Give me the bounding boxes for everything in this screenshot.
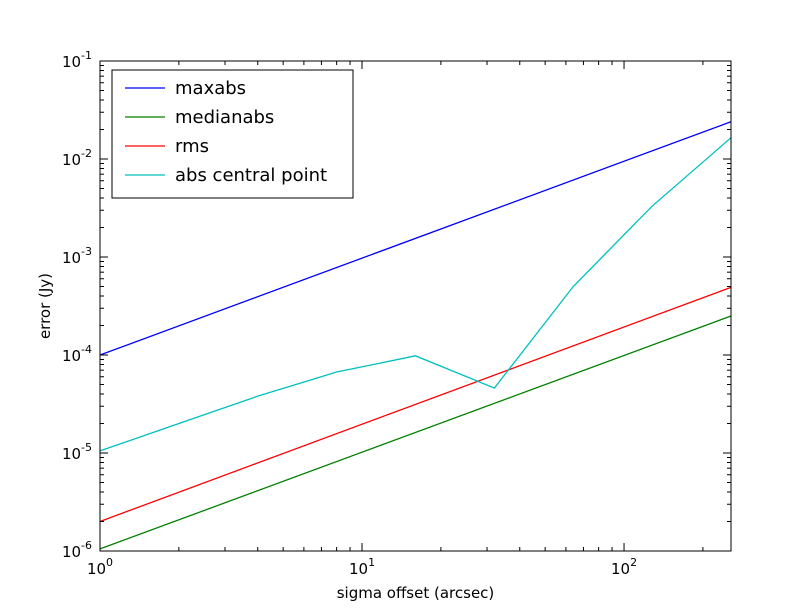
x-tick-label: 101 bbox=[349, 556, 375, 578]
y-tick-label-exponent: -1 bbox=[81, 49, 92, 62]
legend-label-maxabs: maxabs bbox=[175, 78, 246, 99]
x-tick-label-exponent: 2 bbox=[630, 556, 637, 569]
y-tick-label: 10-3 bbox=[62, 245, 92, 267]
plot-frame bbox=[99, 60, 732, 552]
series-line-rms bbox=[99, 286, 732, 523]
y-tick-label-exponent: -4 bbox=[81, 343, 92, 356]
y-tick-label: 10-4 bbox=[62, 343, 92, 365]
x-tick-label: 100 bbox=[87, 556, 113, 578]
legend-label-abs-central-point: abs central point bbox=[175, 165, 327, 186]
x-tick-label-base: 10 bbox=[349, 560, 368, 578]
y-tick-label-base: 10 bbox=[62, 543, 81, 561]
x-axis-label: sigma offset (arcsec) bbox=[337, 584, 495, 602]
y-tick-label-base: 10 bbox=[62, 347, 81, 365]
x-tick-label-base: 10 bbox=[611, 560, 630, 578]
y-tick-label-base: 10 bbox=[62, 53, 81, 71]
y-tick-label: 10-2 bbox=[62, 147, 92, 169]
y-axis-label: error (Jy) bbox=[36, 273, 54, 339]
y-tick-label-base: 10 bbox=[62, 445, 81, 463]
legend-box bbox=[111, 69, 354, 199]
series-line-abs-central-point bbox=[99, 137, 732, 452]
x-tick-label: 102 bbox=[611, 556, 637, 578]
y-tick-label-exponent: -3 bbox=[81, 245, 92, 258]
x-tick-label-base: 10 bbox=[87, 560, 106, 578]
x-tick-label-exponent: 1 bbox=[368, 556, 375, 569]
x-tick-label-exponent: 0 bbox=[106, 556, 113, 569]
series-line-maxabs bbox=[99, 121, 732, 356]
y-tick-label: 10-1 bbox=[62, 49, 92, 71]
y-tick-label: 10-6 bbox=[62, 539, 92, 561]
y-tick-label: 10-5 bbox=[62, 441, 92, 463]
legend-label-medianabs: medianabs bbox=[175, 107, 274, 128]
y-tick-label-exponent: -6 bbox=[81, 539, 92, 552]
legend: maxabs medianabs rms abs central point bbox=[111, 69, 354, 199]
y-tick-label-exponent: -2 bbox=[81, 147, 92, 160]
legend-label-rms: rms bbox=[175, 136, 209, 157]
y-tick-label-base: 10 bbox=[62, 249, 81, 267]
y-tick-label-exponent: -5 bbox=[81, 441, 92, 454]
series-layer bbox=[99, 121, 732, 550]
series-line-medianabs bbox=[99, 315, 732, 550]
y-tick-label-base: 10 bbox=[62, 151, 81, 169]
